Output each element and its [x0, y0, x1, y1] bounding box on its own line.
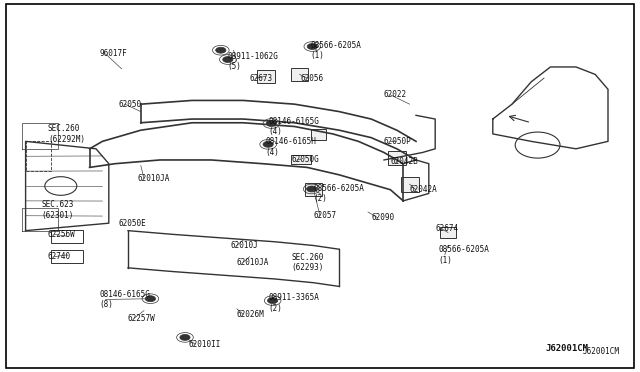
FancyBboxPatch shape — [388, 151, 406, 165]
Text: 62256W: 62256W — [48, 230, 76, 239]
Text: 62042B: 62042B — [390, 157, 418, 166]
Text: 08146-6165G
(8): 08146-6165G (8) — [99, 290, 150, 309]
Text: 62257W: 62257W — [128, 314, 156, 323]
Text: 62026M: 62026M — [237, 310, 264, 319]
Text: 08566-6205A
(1): 08566-6205A (1) — [438, 245, 489, 264]
Text: SEC.623
(62301): SEC.623 (62301) — [42, 201, 74, 220]
Circle shape — [263, 141, 273, 147]
Text: 62022: 62022 — [384, 90, 407, 99]
Circle shape — [216, 47, 226, 53]
Text: 62010JA: 62010JA — [138, 174, 170, 183]
Text: 08146-6165H
(4): 08146-6165H (4) — [266, 137, 316, 157]
Text: 62050E: 62050E — [118, 219, 146, 228]
Circle shape — [180, 334, 190, 340]
Text: 62042A: 62042A — [410, 185, 437, 194]
FancyBboxPatch shape — [291, 68, 308, 81]
Text: 08566-6205A
(1): 08566-6205A (1) — [310, 41, 361, 60]
Text: 62010JA: 62010JA — [237, 258, 269, 267]
Text: 62050P: 62050P — [384, 137, 412, 146]
Text: 08911-1062G
(5): 08911-1062G (5) — [227, 52, 278, 71]
Text: J62001CM: J62001CM — [582, 347, 620, 356]
Circle shape — [145, 296, 156, 302]
FancyBboxPatch shape — [440, 227, 456, 238]
Text: 96017F: 96017F — [99, 49, 127, 58]
FancyBboxPatch shape — [305, 183, 322, 196]
Text: 62050G: 62050G — [291, 155, 319, 164]
Text: 62090: 62090 — [371, 213, 394, 222]
Circle shape — [307, 186, 317, 192]
FancyBboxPatch shape — [401, 177, 419, 192]
FancyBboxPatch shape — [311, 129, 326, 140]
Text: 62674: 62674 — [435, 224, 458, 233]
Text: SEC.260
(62293): SEC.260 (62293) — [291, 253, 324, 272]
Circle shape — [268, 298, 278, 304]
Circle shape — [223, 57, 233, 62]
Circle shape — [266, 121, 276, 126]
FancyBboxPatch shape — [257, 70, 275, 83]
Text: J62001CM: J62001CM — [546, 344, 589, 353]
Circle shape — [307, 44, 317, 49]
Text: 62050: 62050 — [118, 100, 141, 109]
Text: 62740: 62740 — [48, 252, 71, 261]
Text: 62056: 62056 — [301, 74, 324, 83]
Text: 08911-3365A
(2): 08911-3365A (2) — [269, 294, 319, 313]
Text: 62010II: 62010II — [189, 340, 221, 349]
Text: 62673: 62673 — [250, 74, 273, 83]
FancyBboxPatch shape — [291, 155, 311, 164]
Text: 08566-6205A
(2): 08566-6205A (2) — [314, 184, 364, 203]
Text: 62010J: 62010J — [230, 241, 258, 250]
Text: 62057: 62057 — [314, 211, 337, 220]
Text: SEC.260
(62292M): SEC.260 (62292M) — [48, 124, 85, 144]
Text: 08146-6165G
(4): 08146-6165G (4) — [269, 117, 319, 136]
